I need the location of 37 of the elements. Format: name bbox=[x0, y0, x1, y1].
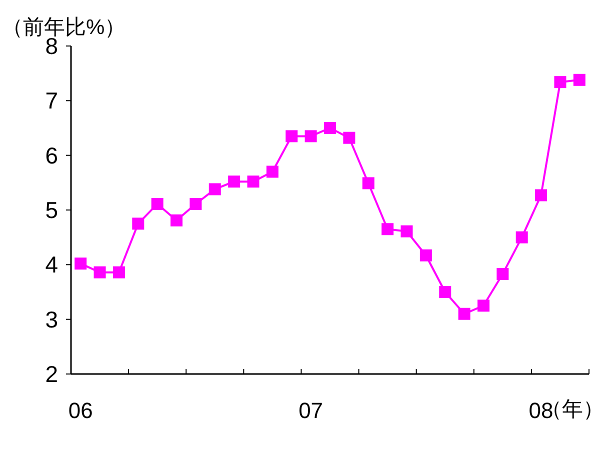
ytick: 7 bbox=[45, 88, 58, 114]
point bbox=[74, 258, 87, 270]
point bbox=[496, 268, 509, 280]
point bbox=[94, 266, 106, 278]
point bbox=[535, 189, 548, 202]
point bbox=[266, 166, 278, 178]
xtick: 06 bbox=[68, 398, 93, 423]
point bbox=[420, 249, 432, 262]
point bbox=[554, 76, 566, 88]
point bbox=[170, 214, 183, 226]
point bbox=[324, 122, 336, 134]
ytick: 4 bbox=[45, 252, 58, 278]
point bbox=[286, 130, 298, 142]
point bbox=[458, 308, 470, 320]
ytick: 5 bbox=[45, 197, 58, 223]
point bbox=[190, 198, 202, 210]
point bbox=[400, 225, 413, 238]
point bbox=[439, 286, 452, 298]
point bbox=[228, 176, 240, 188]
point bbox=[132, 218, 144, 230]
ytick: 3 bbox=[45, 306, 58, 332]
point bbox=[208, 183, 221, 196]
point bbox=[362, 177, 374, 190]
ytick: 6 bbox=[45, 142, 58, 168]
point bbox=[573, 74, 586, 86]
point bbox=[382, 223, 394, 236]
xtick: 07 bbox=[298, 398, 324, 423]
point bbox=[247, 176, 260, 188]
xtick: 08 bbox=[528, 398, 554, 423]
ytick: 2 bbox=[45, 361, 58, 387]
point bbox=[151, 198, 164, 210]
point bbox=[304, 130, 317, 142]
point bbox=[516, 231, 528, 244]
ylabel: （前年比%） bbox=[2, 16, 126, 39]
point bbox=[343, 132, 356, 144]
point bbox=[112, 266, 125, 278]
point bbox=[477, 300, 490, 312]
